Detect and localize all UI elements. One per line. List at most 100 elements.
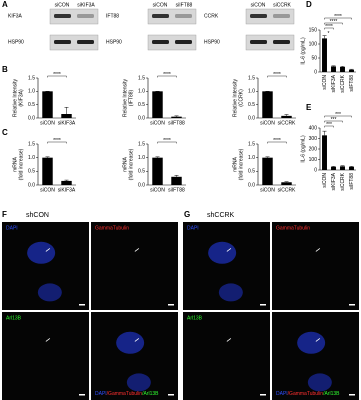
- y-tick-label: 0.5: [248, 169, 255, 175]
- y-tick-label: 1.0: [28, 155, 35, 161]
- x-tick-label: siCON: [40, 120, 55, 126]
- y-tick-label: 1.5: [28, 141, 35, 147]
- significance-label: ****: [325, 24, 333, 30]
- y-tick-label: 1.5: [28, 75, 35, 81]
- bar: [152, 157, 163, 185]
- band: [273, 14, 290, 18]
- y-axis-label: mRNA: [12, 156, 18, 171]
- band: [250, 40, 267, 44]
- bar: [262, 157, 273, 185]
- y-axis-label: (fold increase): [18, 148, 24, 180]
- significance-label: ***: [335, 112, 341, 118]
- y-axis-label: IL-6 (pg/mL): [300, 37, 306, 65]
- band: [175, 40, 192, 44]
- significance-label: ****: [334, 14, 342, 20]
- x-tick-label: siCON: [260, 120, 275, 126]
- nucleus: [218, 283, 243, 302]
- bar: [42, 157, 53, 185]
- y-tick-label: 200: [309, 146, 318, 152]
- channel-label: DAPI: [187, 225, 199, 231]
- channel-label: GammaTubulin: [95, 225, 129, 231]
- bar: [340, 66, 345, 72]
- blot-image: [147, 34, 197, 51]
- channel-label: Arl13B: [187, 315, 203, 321]
- blot-image: [49, 34, 99, 51]
- x-tick-label: siCON: [260, 187, 275, 193]
- x-tick-label: siIFT88: [168, 187, 185, 193]
- significance-bracket: [324, 120, 343, 123]
- arrow: [226, 338, 232, 342]
- y-axis-label: Relative Intensity: [12, 78, 18, 117]
- arrow: [315, 248, 321, 252]
- panel-label: D: [306, 0, 312, 9]
- nucleus: [208, 241, 237, 264]
- arrow: [45, 248, 51, 252]
- y-axis-label: (CCRK): [238, 89, 244, 107]
- condition-title: shCON: [26, 212, 49, 219]
- arrow: [134, 248, 140, 252]
- significance-label: ***: [331, 117, 337, 123]
- significance-bracket: [324, 17, 352, 20]
- scale-bar: [260, 304, 266, 306]
- lane-label: siCON: [55, 2, 70, 8]
- bar: [171, 116, 182, 118]
- bar: [171, 176, 182, 185]
- y-tick-label: 0.5: [28, 102, 35, 108]
- micrograph: [91, 222, 178, 310]
- x-tick-label: siIFT88: [349, 75, 355, 92]
- nucleus: [126, 373, 151, 392]
- significance-bracket: [267, 141, 287, 144]
- micrograph: [183, 312, 270, 400]
- y-tick-label: 1.5: [138, 75, 145, 81]
- x-tick-label: siCCRK: [278, 120, 296, 126]
- significance-label: ****: [163, 72, 171, 78]
- panel-label: F: [2, 210, 7, 219]
- y-tick-label: 0.5: [138, 169, 145, 175]
- blot-image: [245, 8, 295, 25]
- significance-label: ****: [53, 72, 61, 78]
- significance-bracket: [157, 75, 177, 78]
- y-tick-label: 0.0: [138, 182, 145, 188]
- x-tick-label: siCON: [40, 187, 55, 193]
- y-axis-label: (KIF3A): [18, 89, 24, 107]
- bar: [61, 180, 72, 185]
- channel-label: DAPI: [6, 225, 18, 231]
- y-axis-label: mRNA: [232, 156, 238, 171]
- x-tick-label: siKIF3A: [331, 74, 337, 92]
- significance-bracket: [267, 75, 287, 78]
- band: [54, 40, 71, 44]
- significance-bracket: [47, 141, 67, 144]
- merge-part: /GammaTubulin: [107, 391, 143, 397]
- significance-label: ****: [53, 138, 61, 144]
- merge-part: /Arl13B: [142, 391, 159, 397]
- blot-control: HSP90: [106, 39, 122, 45]
- y-tick-label: 0.0: [248, 182, 255, 188]
- y-tick-label: 1.0: [248, 155, 255, 161]
- significance-label: ***: [326, 122, 332, 128]
- x-tick-label: siCCRK: [278, 187, 296, 193]
- significance-bracket: [324, 22, 343, 25]
- bar: [262, 91, 273, 118]
- blot-control: HSP90: [204, 39, 220, 45]
- y-tick-label: 50: [311, 55, 317, 61]
- y-axis-label: mRNA: [122, 156, 128, 171]
- x-tick-label: siCCRK: [340, 74, 346, 92]
- bar: [322, 135, 327, 170]
- merge-label: DAPI/GammaTubulin/Arl13B: [95, 391, 159, 397]
- significance-label: ****: [273, 138, 281, 144]
- bar: [61, 114, 72, 118]
- x-tick-label: siCCRK: [340, 172, 346, 190]
- significance-bracket: [324, 27, 334, 30]
- x-tick-label: siCON: [150, 120, 165, 126]
- merge-part: DAPI: [276, 391, 288, 397]
- band: [175, 14, 192, 18]
- panel-label: C: [2, 128, 8, 137]
- nucleus: [307, 373, 332, 392]
- y-axis-label: Relative Intensity: [122, 78, 128, 117]
- x-tick-label: siKIF3A: [331, 172, 337, 190]
- nucleus: [297, 331, 326, 354]
- y-tick-label: 1.0: [138, 89, 145, 95]
- y-axis-label: (fold increase): [238, 148, 244, 180]
- bar: [340, 166, 345, 170]
